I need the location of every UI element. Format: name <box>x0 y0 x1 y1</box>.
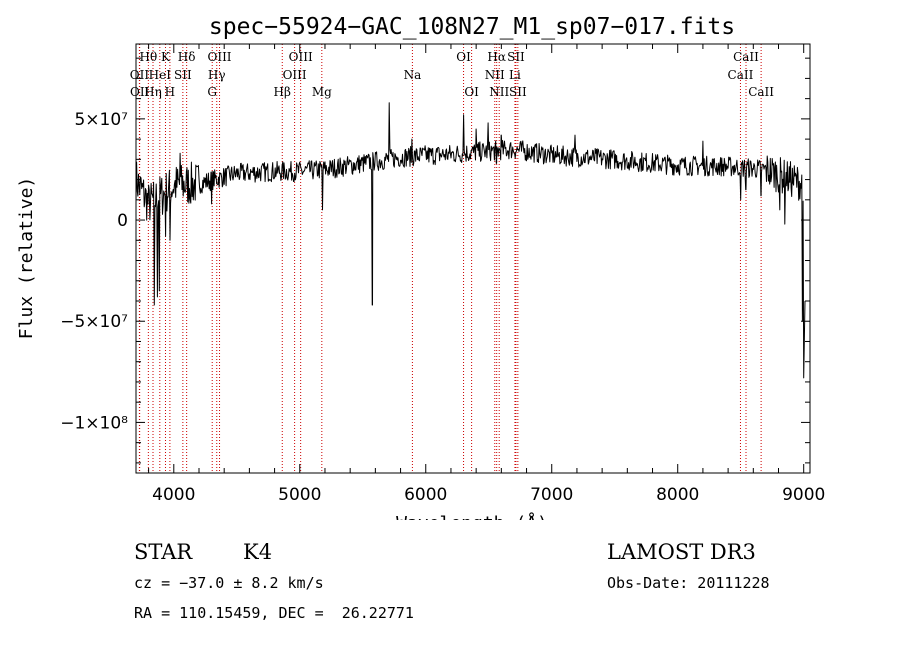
y-axis-ticks: 5×10⁷ 0 −5×10⁷ −1×10⁸ <box>60 57 810 464</box>
spectral-line-label: Hδ <box>178 50 196 64</box>
plot-frame <box>135 43 811 474</box>
x-axis-label: Wavelength (Å) <box>396 512 548 520</box>
chart-title: spec−55924−GAC_108N27_M1_sp07−017.fits <box>209 14 735 40</box>
x-tick-label: 8000 <box>656 485 699 505</box>
spectral-line-label: Hβ <box>274 85 291 99</box>
spectral-line-label: Hγ <box>208 68 226 82</box>
spectral-line-label: OIII <box>283 68 307 82</box>
sky-coordinates: RA = 110.15459, DEC = 26.22771 <box>134 604 414 622</box>
object-subclass: K4 <box>243 540 273 564</box>
y-tick-label: −5×10⁷ <box>60 312 128 332</box>
spectrum-series-line <box>135 102 806 379</box>
spectral-line-label: Na <box>404 68 422 82</box>
spectral-line-label: CaII <box>733 50 759 64</box>
spectral-line-label: OII <box>130 68 150 82</box>
spectral-line-label: K <box>161 50 171 64</box>
survey-name: LAMOST DR3 <box>607 540 756 564</box>
spectral-line-label: H <box>165 85 175 99</box>
spectral-line-label: OIII <box>289 50 313 64</box>
y-tick-label: 5×10⁷ <box>74 110 128 130</box>
observation-date: Obs-Date: 20111228 <box>607 574 770 592</box>
spectral-line-label: Hθ <box>139 50 157 64</box>
spectral-line-label: CaII <box>748 85 774 99</box>
spectrum-chart: spec−55924−GAC_108N27_M1_sp07−017.fits H… <box>16 14 825 520</box>
spectral-line-label: Hα <box>487 50 506 64</box>
spectral-line-label: SII <box>507 50 525 64</box>
spectral-line-label: OI <box>464 85 479 99</box>
x-tick-label: 6000 <box>404 485 447 505</box>
y-axis-label: Flux (relative) <box>16 177 37 340</box>
spectral-line-label: G <box>207 85 217 99</box>
spectral-line-label: SII <box>509 85 527 99</box>
x-tick-label: 4000 <box>152 485 195 505</box>
spectral-line-label: OI <box>456 50 471 64</box>
x-tick-label: 7000 <box>530 485 573 505</box>
y-tick-label: −1×10⁸ <box>60 413 128 433</box>
spectral-line-label: NII <box>489 85 509 99</box>
spectral-line-label: HeI <box>149 68 172 82</box>
spectral-line-label: CaII <box>728 68 754 82</box>
spectral-line-label: Hη <box>144 85 162 99</box>
x-axis-ticks: 4000 5000 6000 7000 8000 9000 <box>148 44 825 505</box>
spectral-line-markers <box>138 44 762 473</box>
x-tick-label: 5000 <box>278 485 321 505</box>
spectral-line-label: OIII <box>207 50 231 64</box>
spectral-line-label: NII <box>485 68 505 82</box>
object-class: STAR <box>134 540 193 564</box>
spectral-line-label: Mg <box>312 85 332 99</box>
x-tick-label: 9000 <box>782 485 825 505</box>
spectral-line-label: Li <box>509 68 521 82</box>
spectral-line-label: SII <box>174 68 192 82</box>
y-tick-label: 0 <box>117 211 128 231</box>
spectral-line-label: OII <box>130 85 150 99</box>
redshift-velocity: cz = −37.0 ± 8.2 km/s <box>134 574 324 592</box>
